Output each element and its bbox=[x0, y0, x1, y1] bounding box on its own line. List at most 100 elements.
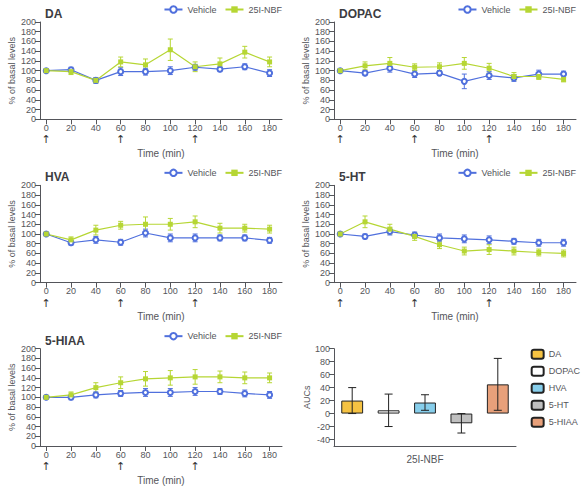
svg-text:180: 180 bbox=[262, 450, 277, 460]
svg-text:% of basal levels: % of basal levels bbox=[301, 36, 311, 104]
svg-text:200: 200 bbox=[21, 17, 36, 27]
svg-text:60: 60 bbox=[410, 123, 420, 133]
svg-text:180: 180 bbox=[262, 286, 277, 296]
svg-text:160: 160 bbox=[531, 123, 546, 133]
svg-text:5-HT: 5-HT bbox=[339, 170, 366, 184]
svg-text:100: 100 bbox=[315, 66, 330, 76]
svg-text:80: 80 bbox=[140, 450, 150, 460]
svg-text:↑: ↑ bbox=[116, 297, 125, 310]
svg-text:160: 160 bbox=[21, 36, 36, 46]
svg-text:Time (min): Time (min) bbox=[431, 148, 478, 159]
svg-text:Vehicle: Vehicle bbox=[187, 331, 216, 341]
svg-text:140: 140 bbox=[212, 286, 227, 296]
svg-text:↑: ↑ bbox=[116, 460, 125, 473]
svg-text:120: 120 bbox=[21, 219, 36, 229]
svg-text:120: 120 bbox=[482, 286, 497, 296]
svg-text:100: 100 bbox=[457, 286, 472, 296]
svg-text:100: 100 bbox=[163, 123, 178, 133]
svg-text:20: 20 bbox=[26, 105, 36, 115]
svg-text:0: 0 bbox=[338, 123, 343, 133]
svg-text:140: 140 bbox=[315, 46, 330, 56]
svg-text:20: 20 bbox=[66, 286, 76, 296]
svg-text:80: 80 bbox=[320, 357, 330, 367]
svg-text:25I-NBF: 25I-NBF bbox=[542, 5, 576, 15]
svg-text:↑: ↑ bbox=[42, 297, 51, 310]
svg-text:20: 20 bbox=[26, 268, 36, 278]
svg-text:Time (min): Time (min) bbox=[137, 148, 184, 159]
svg-text:Vehicle: Vehicle bbox=[187, 168, 216, 178]
svg-text:120: 120 bbox=[188, 450, 203, 460]
svg-text:160: 160 bbox=[315, 36, 330, 46]
svg-text:20: 20 bbox=[320, 396, 330, 406]
svg-text:60: 60 bbox=[26, 248, 36, 258]
svg-text:0: 0 bbox=[44, 286, 49, 296]
svg-text:80: 80 bbox=[320, 75, 330, 85]
svg-text:40: 40 bbox=[320, 95, 330, 105]
svg-text:↑: ↑ bbox=[191, 460, 200, 473]
svg-text:40: 40 bbox=[91, 286, 101, 296]
svg-text:20: 20 bbox=[320, 105, 330, 115]
svg-text:140: 140 bbox=[21, 210, 36, 220]
svg-text:20: 20 bbox=[360, 286, 370, 296]
svg-text:25I-NBF: 25I-NBF bbox=[248, 168, 282, 178]
svg-text:60: 60 bbox=[26, 412, 36, 422]
svg-text:80: 80 bbox=[140, 123, 150, 133]
svg-text:80: 80 bbox=[26, 75, 36, 85]
svg-text:140: 140 bbox=[506, 123, 521, 133]
svg-text:180: 180 bbox=[315, 190, 330, 200]
svg-text:200: 200 bbox=[21, 180, 36, 190]
svg-text:120: 120 bbox=[482, 123, 497, 133]
svg-text:100: 100 bbox=[163, 286, 178, 296]
svg-text:0: 0 bbox=[31, 278, 36, 288]
svg-text:DA: DA bbox=[549, 349, 562, 359]
svg-text:80: 80 bbox=[434, 286, 444, 296]
svg-text:180: 180 bbox=[21, 27, 36, 37]
svg-text:60: 60 bbox=[410, 286, 420, 296]
svg-text:200: 200 bbox=[315, 17, 330, 27]
svg-text:Time (min): Time (min) bbox=[137, 475, 184, 486]
svg-text:20: 20 bbox=[360, 123, 370, 133]
svg-text:Time (min): Time (min) bbox=[137, 311, 184, 322]
svg-text:25I-NBF: 25I-NBF bbox=[248, 5, 282, 15]
svg-text:↑: ↑ bbox=[485, 297, 494, 310]
svg-text:40: 40 bbox=[26, 258, 36, 268]
svg-text:0: 0 bbox=[31, 114, 36, 124]
svg-text:Time (min): Time (min) bbox=[431, 311, 478, 322]
svg-text:% of basal levels: % of basal levels bbox=[7, 36, 17, 104]
svg-text:-20: -20 bbox=[317, 422, 330, 432]
svg-text:200: 200 bbox=[315, 180, 330, 190]
svg-text:DOPAC: DOPAC bbox=[339, 7, 382, 21]
svg-text:40: 40 bbox=[320, 383, 330, 393]
svg-text:140: 140 bbox=[212, 450, 227, 460]
svg-text:160: 160 bbox=[531, 286, 546, 296]
svg-text:60: 60 bbox=[26, 85, 36, 95]
svg-text:60: 60 bbox=[116, 450, 126, 460]
svg-text:160: 160 bbox=[21, 200, 36, 210]
svg-text:60: 60 bbox=[116, 123, 126, 133]
svg-text:140: 140 bbox=[212, 123, 227, 133]
svg-text:0: 0 bbox=[338, 286, 343, 296]
svg-text:25I-NBF: 25I-NBF bbox=[248, 331, 282, 341]
svg-text:% of basal levels: % of basal levels bbox=[7, 363, 17, 431]
svg-text:160: 160 bbox=[237, 123, 252, 133]
svg-text:DOPAC: DOPAC bbox=[549, 366, 581, 376]
svg-text:180: 180 bbox=[262, 123, 277, 133]
svg-text:0: 0 bbox=[325, 114, 330, 124]
svg-text:180: 180 bbox=[315, 27, 330, 37]
svg-text:180: 180 bbox=[21, 190, 36, 200]
svg-text:120: 120 bbox=[21, 56, 36, 66]
svg-text:60: 60 bbox=[320, 85, 330, 95]
svg-text:40: 40 bbox=[385, 286, 395, 296]
svg-text:0: 0 bbox=[31, 441, 36, 451]
svg-text:40: 40 bbox=[26, 422, 36, 432]
svg-text:120: 120 bbox=[315, 219, 330, 229]
svg-text:0: 0 bbox=[44, 123, 49, 133]
svg-text:20: 20 bbox=[66, 123, 76, 133]
svg-text:200: 200 bbox=[21, 344, 36, 354]
svg-text:100: 100 bbox=[163, 450, 178, 460]
svg-text:160: 160 bbox=[237, 450, 252, 460]
svg-text:120: 120 bbox=[188, 123, 203, 133]
svg-text:80: 80 bbox=[26, 239, 36, 249]
svg-text:↑: ↑ bbox=[410, 297, 419, 310]
svg-text:100: 100 bbox=[21, 229, 36, 239]
